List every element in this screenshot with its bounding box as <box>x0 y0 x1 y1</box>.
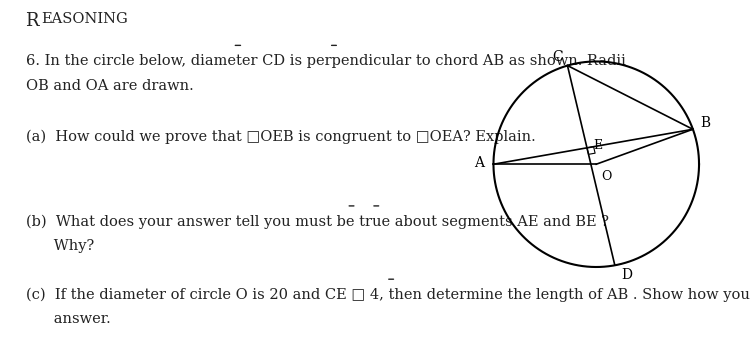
Text: EASONING: EASONING <box>41 12 128 25</box>
Text: answer.: answer. <box>26 312 110 326</box>
Text: (a)  How could we prove that □OEB is congruent to □OEA? Explain.: (a) How could we prove that □OEB is cong… <box>26 129 536 143</box>
Text: Why?: Why? <box>26 239 94 253</box>
Text: O: O <box>602 170 612 183</box>
Text: OB and OA are drawn.: OB and OA are drawn. <box>26 79 194 92</box>
Text: E: E <box>594 139 603 152</box>
Text: 6. In the circle below, diameter CD is perpendicular to chord AB as shown. Radii: 6. In the circle below, diameter CD is p… <box>26 54 626 68</box>
Text: A: A <box>474 156 484 170</box>
Text: R: R <box>26 12 39 30</box>
Text: D: D <box>622 268 632 282</box>
Text: (b)  What does your answer tell you must be true about segments AE and BE ?: (b) What does your answer tell you must … <box>26 215 608 229</box>
Text: B: B <box>700 116 710 130</box>
Text: C: C <box>552 50 562 64</box>
Text: (c)  If the diameter of circle O is 20 and CE □ 4, then determine the length of : (c) If the diameter of circle O is 20 an… <box>26 288 750 302</box>
